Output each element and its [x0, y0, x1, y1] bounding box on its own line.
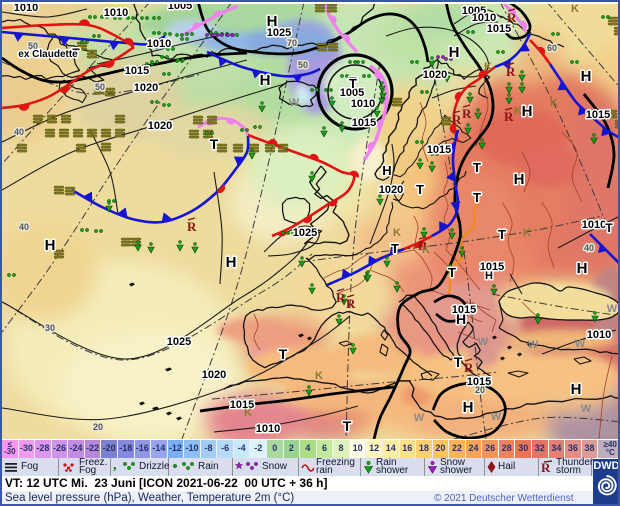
svg-text:50: 50 [298, 60, 308, 70]
svg-text:W: W [414, 412, 425, 424]
svg-text:H: H [260, 72, 271, 89]
svg-text:1010: 1010 [582, 219, 606, 231]
svg-text:T: T [454, 354, 463, 370]
svg-text:1005: 1005 [168, 4, 192, 12]
svg-text:W: W [478, 336, 489, 348]
svg-text:1020: 1020 [202, 369, 226, 381]
svg-text:W: W [607, 303, 618, 315]
svg-text:R: R [504, 109, 514, 124]
svg-text:H: H [581, 68, 592, 85]
svg-text:W: W [289, 97, 300, 109]
svg-text:1025: 1025 [293, 227, 317, 239]
svg-text:H: H [449, 44, 460, 61]
svg-text:R: R [187, 219, 197, 234]
svg-text:H: H [571, 381, 582, 398]
svg-text:,: , [113, 460, 117, 473]
svg-text:50: 50 [28, 41, 38, 51]
svg-text:T: T [72, 46, 80, 60]
svg-text:1020: 1020 [148, 120, 172, 132]
svg-text:50: 50 [95, 82, 105, 92]
svg-text:20: 20 [93, 422, 103, 432]
svg-text:T: T [473, 160, 481, 175]
svg-text:40: 40 [19, 222, 29, 232]
svg-text:40: 40 [584, 243, 594, 253]
svg-text:H: H [485, 270, 493, 282]
svg-text:1010: 1010 [104, 7, 128, 19]
svg-text:1025: 1025 [167, 336, 191, 348]
svg-text:20: 20 [475, 385, 485, 395]
svg-text:R: R [418, 238, 428, 253]
svg-text:1015: 1015 [427, 144, 451, 156]
svg-text:1020: 1020 [134, 82, 158, 94]
svg-text:1005: 1005 [462, 5, 486, 17]
svg-text:K: K [550, 97, 558, 109]
svg-text:H: H [267, 13, 278, 30]
svg-text:H: H [226, 254, 237, 271]
svg-text:W: W [491, 411, 502, 423]
svg-text:K: K [244, 407, 252, 419]
svg-text:R: R [507, 10, 517, 25]
svg-text:1010: 1010 [587, 329, 611, 341]
svg-text:R: R [506, 64, 516, 79]
svg-text:1015: 1015 [125, 65, 149, 77]
svg-text:R: R [464, 360, 474, 375]
svg-text:T: T [416, 182, 424, 197]
svg-text:1015: 1015 [230, 399, 254, 411]
svg-text:H: H [522, 103, 533, 120]
svg-text:K: K [571, 4, 579, 15]
svg-text:1020: 1020 [423, 69, 447, 81]
svg-text:H: H [463, 399, 474, 416]
svg-text:K: K [484, 61, 492, 73]
svg-text:60: 60 [547, 43, 557, 53]
svg-text:T: T [343, 418, 352, 434]
svg-text:R: R [462, 106, 472, 121]
svg-text:H: H [456, 311, 466, 327]
svg-text:1010: 1010 [147, 38, 171, 50]
svg-text:R: R [346, 296, 356, 311]
svg-text:K: K [393, 227, 401, 239]
svg-text:1010: 1010 [351, 98, 375, 110]
svg-text:H: H [382, 163, 391, 178]
svg-text:R: R [336, 290, 346, 305]
svg-text:H: H [514, 171, 525, 188]
svg-text:ex Claudette: ex Claudette [18, 49, 78, 60]
svg-text:1015: 1015 [487, 23, 511, 35]
svg-text:R: R [452, 112, 462, 127]
svg-text:K: K [514, 105, 522, 117]
svg-text:1005: 1005 [340, 87, 364, 99]
svg-text:1015: 1015 [586, 109, 610, 121]
svg-text:1015: 1015 [352, 117, 376, 129]
svg-text:1015: 1015 [452, 304, 476, 316]
svg-text:H: H [45, 237, 56, 254]
svg-text:K: K [523, 227, 531, 239]
svg-text:H: H [577, 260, 588, 277]
svg-text:1010: 1010 [14, 4, 38, 14]
svg-text:R: R [541, 460, 551, 474]
svg-text:T: T [279, 346, 288, 362]
svg-text:1010: 1010 [472, 12, 496, 24]
svg-text:W: W [528, 339, 539, 351]
svg-text:K: K [315, 370, 323, 382]
svg-text:1015: 1015 [467, 376, 491, 388]
svg-text:T: T [210, 136, 219, 152]
svg-text:T̅: T̅ [349, 76, 357, 91]
svg-text:W: W [575, 338, 586, 350]
svg-text:1020: 1020 [379, 184, 403, 196]
svg-text:40: 40 [14, 127, 24, 137]
svg-text:K: K [422, 244, 430, 256]
svg-text:T: T [473, 190, 481, 205]
svg-text:70: 70 [287, 38, 297, 48]
svg-text:T: T [498, 227, 506, 242]
svg-text:1010: 1010 [256, 423, 280, 435]
svg-text:W: W [581, 403, 592, 415]
svg-text:1025: 1025 [267, 27, 291, 39]
svg-text:T: T [605, 221, 613, 235]
svg-text:1015: 1015 [480, 261, 504, 273]
svg-text:T: T [448, 265, 456, 280]
svg-text:30: 30 [45, 323, 55, 333]
svg-text:T: T [391, 241, 399, 256]
